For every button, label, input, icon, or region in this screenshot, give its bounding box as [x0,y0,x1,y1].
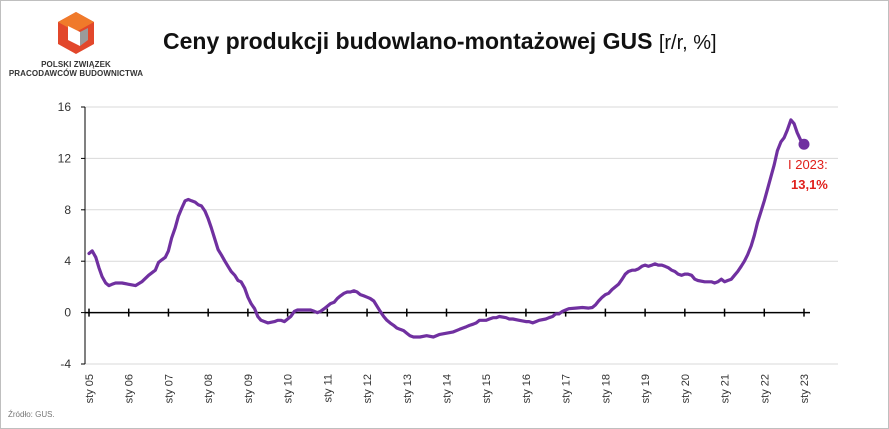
last-point-marker [798,138,810,150]
logo-side-face [80,28,88,46]
x-tick-labels: sty 05 sty 06 sty 07 sty 08 sty 09 sty 10 sty … [84,374,811,403]
axes [81,106,810,365]
y-tick-label: 0 [64,306,71,320]
y-tick-label: 4 [64,254,71,268]
y-tick-label: 12 [58,151,72,165]
x-tick-label: sty 23 [799,374,811,403]
x-tick-label: sty 15 [481,374,493,403]
source-note: Źródło: GUS. [8,410,55,419]
annotation-value: 13,1% [791,177,828,192]
y-tick-label: 8 [64,203,71,217]
gridlines [85,106,838,365]
series-line [87,118,806,339]
chart-title-unit: [r/r, %] [658,32,717,54]
x-tick-label: sty 21 [720,374,732,403]
x-tick-label: sty 07 [163,374,175,403]
pzpb-cube-logo-icon [58,12,94,54]
x-tick-label: sty 13 [402,374,414,403]
x-tick-label: sty 06 [124,374,136,403]
x-tick-label: sty 22 [759,374,771,403]
x-tick-label: sty 09 [243,374,255,403]
y-tick-label: 16 [58,100,72,114]
x-tick-label: sty 10 [283,374,295,403]
chart-title: Ceny produkcji budowlano-montażowej GUS … [163,28,717,55]
logo-top-face [58,12,94,32]
x-tick-label: sty 20 [680,374,692,403]
x-tick-label: sty 14 [442,374,454,403]
x-tick-label: sty 08 [203,374,215,403]
x-tick-label: sty 12 [362,374,374,403]
x-tick-label: sty 11 [322,374,334,403]
annotation-label: I 2023: [788,157,828,172]
logo-text-line2: PRACODAWCÓW BUDOWNICTWA [8,69,144,78]
x-tick-label: sty 18 [600,374,612,403]
x-tick-label: sty 17 [561,374,573,403]
logo-text-line1: POLSKI ZWIĄZEK [41,60,111,69]
series-layer [87,118,810,339]
logo-inner-cut [68,26,80,46]
y-tick-label: -4 [60,357,71,371]
pzpb-logo: POLSKI ZWIĄZEK PRACODAWCÓW BUDOWNICTWA [6,10,146,80]
x-tick-label: sty 16 [521,374,533,403]
y-tick-labels: -4 0 4 8 12 16 [58,100,72,371]
x-tick-label: sty 05 [84,374,96,403]
x-tick-label: sty 19 [640,374,652,403]
chart-title-main: Ceny produkcji budowlano-montażowej GUS [163,28,653,54]
